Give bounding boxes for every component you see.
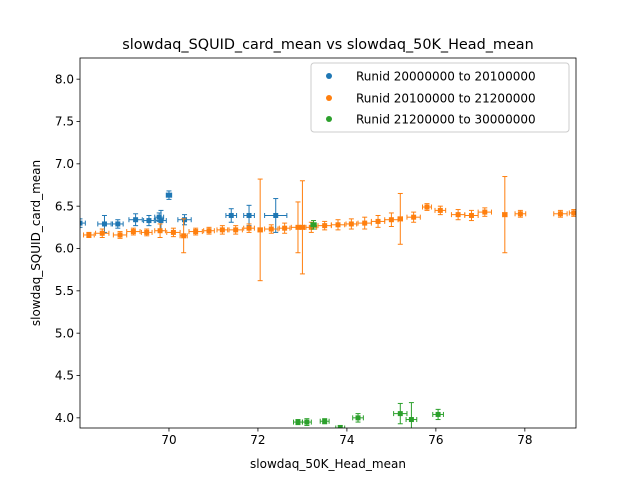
legend-label-1: Runid 20000000 to 20100000 xyxy=(356,70,536,84)
data-point xyxy=(311,222,317,228)
data-point xyxy=(337,425,343,428)
y-tick-label: 6.0 xyxy=(55,242,74,256)
data-point xyxy=(502,212,508,218)
data-point xyxy=(166,192,172,198)
y-tick-label: 4.5 xyxy=(55,369,74,383)
data-point xyxy=(388,217,394,223)
y-tick-label: 7.0 xyxy=(55,157,74,171)
x-tick-label: 70 xyxy=(161,433,176,447)
data-point xyxy=(408,417,414,423)
data-point xyxy=(282,225,288,231)
y-tick-label: 8.0 xyxy=(55,72,74,86)
legend-label-3: Runid 21200000 to 30000000 xyxy=(356,113,536,127)
data-point xyxy=(101,221,107,227)
y-tick-label: 5.0 xyxy=(55,326,74,340)
data-point xyxy=(144,229,150,235)
x-tick-label: 72 xyxy=(250,433,265,447)
legend-marker-2 xyxy=(326,95,332,101)
plot-area xyxy=(80,176,576,428)
series-1 xyxy=(80,190,288,233)
data-point xyxy=(299,224,305,230)
data-point xyxy=(517,211,523,217)
data-point xyxy=(233,227,239,233)
series-2 xyxy=(83,176,576,282)
data-point xyxy=(117,232,123,238)
data-point xyxy=(99,230,105,236)
series-3 xyxy=(293,220,444,428)
data-point xyxy=(246,212,252,218)
data-point xyxy=(206,228,212,234)
data-point xyxy=(156,214,162,220)
data-point xyxy=(157,228,163,234)
legend-marker-3 xyxy=(326,116,332,122)
data-point xyxy=(246,225,252,231)
data-point xyxy=(348,221,354,227)
data-point xyxy=(273,212,279,218)
data-point xyxy=(115,221,121,227)
data-point xyxy=(424,204,430,210)
data-point xyxy=(355,415,361,421)
data-point xyxy=(322,223,328,229)
x-axis-label: slowdaq_50K_Head_mean xyxy=(250,457,406,471)
data-point xyxy=(482,209,488,215)
y-tick-label: 7.5 xyxy=(55,115,74,129)
data-point xyxy=(322,418,328,424)
y-axis: 4.0 4.5 5.0 5.5 6.0 6.5 7.0 7.5 8.0 xyxy=(55,72,80,425)
data-point xyxy=(411,214,417,220)
data-point xyxy=(133,217,139,223)
data-point xyxy=(219,227,225,233)
data-point xyxy=(455,212,461,218)
data-point xyxy=(158,218,164,224)
data-point xyxy=(435,411,441,417)
data-point xyxy=(295,224,301,230)
data-point xyxy=(397,216,403,222)
data-point xyxy=(362,220,368,226)
data-point xyxy=(304,419,310,425)
data-point xyxy=(257,227,263,233)
y-axis-label: slowdaq_SQUID_card_mean xyxy=(29,160,43,326)
data-point xyxy=(397,411,403,417)
data-point xyxy=(182,217,188,223)
x-tick-label: 76 xyxy=(428,433,443,447)
legend-marker-1 xyxy=(326,73,332,79)
data-point xyxy=(181,233,187,239)
y-tick-label: 5.5 xyxy=(55,284,74,298)
data-point xyxy=(193,229,199,235)
data-point xyxy=(557,211,563,217)
data-point xyxy=(228,212,234,218)
y-tick-label: 6.5 xyxy=(55,199,74,213)
plot-frame xyxy=(79,57,577,429)
data-point xyxy=(80,220,83,226)
data-point xyxy=(130,229,136,235)
data-point xyxy=(295,419,301,425)
data-point xyxy=(308,224,314,230)
x-tick-label: 78 xyxy=(517,433,532,447)
legend-label-2: Runid 20100000 to 21200000 xyxy=(356,92,536,106)
x-tick-label: 74 xyxy=(339,433,354,447)
data-point xyxy=(86,232,92,238)
legend-box xyxy=(310,62,570,133)
y-tick-label: 4.0 xyxy=(55,411,74,425)
x-axis: 70 72 74 76 78 xyxy=(161,428,532,447)
data-point xyxy=(146,218,152,224)
data-point xyxy=(268,226,274,232)
data-point xyxy=(375,218,381,224)
data-point xyxy=(437,207,443,213)
data-point xyxy=(468,212,474,218)
chart-title: slowdaq_SQUID_card_mean vs slowdaq_50K_H… xyxy=(122,37,534,53)
data-point xyxy=(170,229,176,235)
data-point xyxy=(571,210,576,216)
data-point xyxy=(335,222,341,228)
legend: Runid 20000000 to 20100000 Runid 2010000… xyxy=(310,62,570,133)
